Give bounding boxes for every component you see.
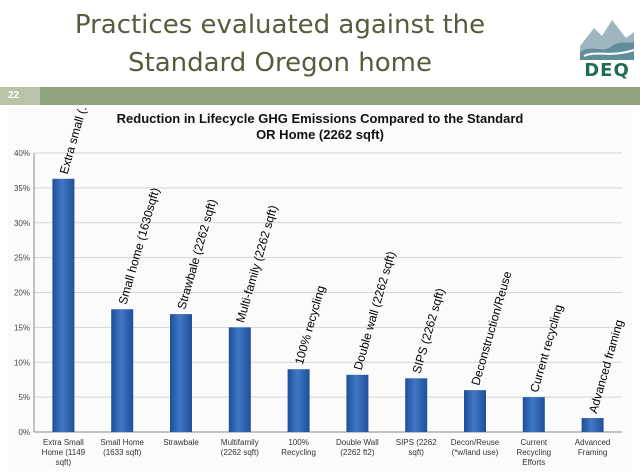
bar: [170, 314, 192, 432]
data-label: Advanced framing: [586, 318, 626, 415]
x-category-label: Multifamily (2262 sqft): [221, 438, 260, 457]
data-label: Strawbale (2262 sqft): [174, 197, 219, 311]
y-tick-label: 0%: [18, 428, 30, 437]
data-label: Small home (1630sqft): [116, 186, 163, 306]
x-category-label: Strawbale: [163, 438, 199, 447]
bar: [228, 327, 251, 432]
deq-logo-text: DEQ: [584, 60, 630, 81]
chart-title-line-1: Reduction in Lifecycle GHG Emissions Com…: [117, 111, 524, 126]
slide-title-line-2: Standard Oregon home: [128, 48, 432, 78]
ghg-reduction-bar-chart: Reduction in Lifecycle GHG Emissions Com…: [14, 108, 626, 467]
x-category-label: Advanced Framing: [575, 438, 611, 457]
slide-title-line-1: Practices evaluated against the: [74, 10, 486, 40]
bar: [111, 309, 134, 432]
bar: [346, 374, 369, 432]
bar: [581, 418, 604, 432]
y-tick-label: 10%: [14, 358, 30, 367]
data-label: Deconstruction/Reuse: [468, 269, 514, 387]
data-label: Multi-family (2262 sqft): [233, 204, 280, 325]
bar: [405, 378, 428, 432]
x-category-label: Small Home (1633 sqft): [100, 438, 144, 457]
y-tick-label: 40%: [14, 149, 30, 158]
data-label: 100% recycling: [292, 284, 328, 366]
data-label: Double wall (2262 sqft): [351, 250, 398, 372]
y-tick-label: 20%: [14, 289, 30, 298]
data-label: Current recycling: [527, 303, 565, 394]
slide-number: 22: [0, 87, 40, 105]
x-category-label: Current Recycling Efforts: [516, 438, 551, 467]
bar: [287, 369, 310, 432]
slide-title: Practices evaluated against the Standard…: [0, 6, 560, 82]
chart-title-line-2: OR Home (2262 sqft): [256, 127, 384, 142]
x-category-label: Extra Small Home (1149 sqft): [42, 438, 86, 467]
x-category-label: SIPS (2262 sqft): [396, 438, 437, 457]
y-tick-label: 25%: [14, 254, 30, 263]
x-category-label: 100% Recycling: [281, 438, 316, 457]
y-tick-label: 30%: [14, 219, 30, 228]
x-category-label: Decon/Reuse (*w/land use): [451, 438, 500, 457]
data-label: Extra small (1149sqft): [57, 108, 102, 176]
x-category-label: Double Wall (2262 ft2): [336, 438, 379, 457]
bar: [522, 397, 545, 432]
bar: [464, 390, 486, 432]
y-tick-label: 5%: [18, 393, 30, 402]
chart-panel: Reduction in Lifecycle GHG Emissions Com…: [8, 108, 632, 471]
bar: [52, 178, 75, 432]
deq-mountain-logo-icon: [580, 20, 635, 60]
header-band: 22: [0, 87, 640, 105]
y-tick-label: 15%: [14, 323, 30, 332]
y-tick-label: 35%: [14, 184, 30, 193]
